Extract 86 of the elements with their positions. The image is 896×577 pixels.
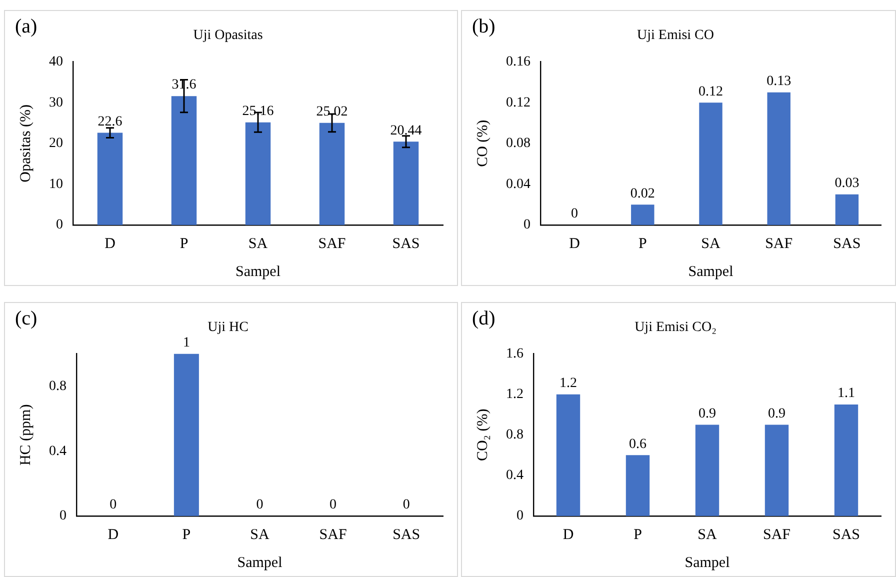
bar	[835, 194, 859, 225]
y-axis-title: CO (%)	[474, 120, 491, 167]
chart-title: Uji Emisi CO	[636, 28, 714, 44]
bar	[767, 92, 790, 225]
data-label: 0.13	[766, 74, 792, 90]
bar	[97, 132, 123, 225]
x-tick-label: SAS	[832, 526, 860, 543]
bar	[626, 455, 650, 516]
data-label: 1.1	[838, 386, 855, 402]
bar	[393, 142, 419, 225]
data-label: 25.16	[242, 104, 274, 120]
text: (c)	[15, 307, 38, 330]
bar	[695, 424, 720, 516]
y-tick-label: 20	[49, 136, 63, 152]
data-label: 0	[330, 498, 337, 513]
x-tick-label: SAS	[833, 236, 861, 252]
x-axis-title: Sampel	[684, 554, 730, 571]
y-tick-label: 1.2	[506, 387, 524, 402]
data-label: 22.6	[98, 114, 122, 130]
data-label: 0.9	[698, 406, 716, 422]
bar	[245, 122, 271, 225]
x-tick-label: SA	[250, 526, 270, 543]
data-label: 0	[402, 498, 410, 513]
text: (b)	[472, 15, 496, 38]
text: (d)	[472, 307, 496, 330]
data-label: 1.2	[560, 376, 577, 392]
bar	[631, 204, 654, 225]
x-axis-title: Sampel	[236, 264, 280, 280]
data-label: 0	[571, 206, 578, 222]
y-axis-title: HC (ppm)	[18, 404, 34, 466]
y-axis-title: CO₂ (%)	[474, 408, 491, 462]
data-label: 0.03	[834, 176, 860, 192]
x-tick-label: D	[108, 526, 119, 543]
x-tick-label: P	[638, 236, 647, 252]
x-tick-label: P	[634, 526, 642, 543]
x-tick-label: P	[180, 236, 188, 252]
x-tick-label: D	[569, 236, 580, 252]
y-tick-label: 0.12	[506, 95, 530, 110]
chart-title: Uji Opasitas	[193, 28, 263, 44]
data-label: 0	[110, 498, 117, 513]
bar	[171, 96, 197, 225]
x-tick-label: P	[182, 526, 191, 543]
data-label: 0.6	[629, 436, 646, 452]
x-tick-label: SA	[701, 236, 720, 252]
y-tick-label: 40	[49, 54, 63, 70]
y-tick-label: 0.8	[49, 378, 66, 394]
data-label: 0.02	[630, 186, 655, 202]
y-tick-label: 30	[49, 95, 63, 110]
bar	[699, 102, 722, 225]
x-tick-label: SA	[698, 526, 717, 543]
bar	[764, 424, 789, 516]
y-tick-label: 10	[49, 176, 63, 192]
chart-title: Uji HC	[208, 320, 248, 336]
bar	[556, 394, 580, 516]
y-tick-label: 0.16	[506, 54, 530, 70]
data-label: 0.12	[698, 84, 723, 100]
x-axis-title: Sampel	[688, 264, 734, 280]
y-tick-label: 0.04	[506, 176, 530, 192]
chart-title: Uji Emisi CO₂	[634, 320, 717, 336]
y-tick-label: 0.4	[49, 444, 66, 459]
x-tick-label: SAS	[392, 526, 420, 543]
y-tick-label: 0.4	[506, 468, 524, 484]
y-tick-label: 1.6	[506, 346, 524, 362]
x-tick-label: SAF	[765, 236, 793, 252]
y-tick-label: 0	[56, 218, 63, 233]
data-label: 0.9	[768, 406, 786, 422]
x-tick-label: SAF	[762, 526, 791, 543]
x-tick-label: D	[104, 236, 116, 252]
data-label: 20.44	[390, 123, 422, 138]
y-tick-label: 0.8	[506, 428, 524, 443]
x-tick-label: SAF	[319, 526, 347, 543]
y-tick-label: 0	[60, 508, 66, 524]
data-label: 1	[182, 335, 190, 350]
text: (a)	[15, 15, 38, 38]
y-tick-label: 0	[516, 508, 524, 524]
x-axis-title: Sampel	[237, 554, 282, 571]
x-tick-label: SAF	[318, 236, 346, 252]
bar	[319, 122, 345, 225]
y-tick-label: 0.08	[506, 136, 530, 152]
x-tick-label: SAS	[392, 236, 420, 252]
y-axis-title: Opasitas (%)	[18, 104, 34, 182]
x-tick-label: SA	[248, 236, 268, 252]
data-label: 0	[256, 498, 264, 513]
bar	[834, 404, 858, 516]
x-tick-label: D	[562, 526, 574, 543]
y-tick-label: 0	[524, 218, 530, 233]
